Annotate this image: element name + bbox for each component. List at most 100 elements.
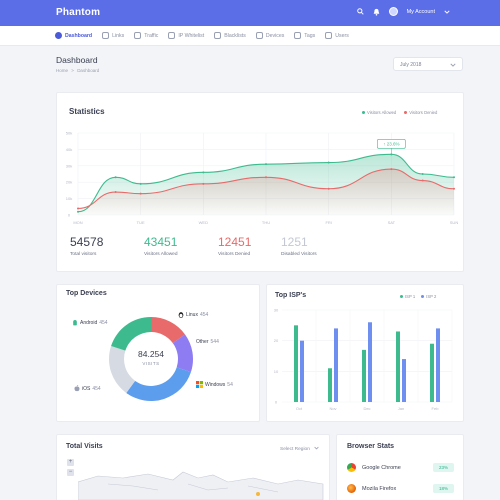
bar — [294, 325, 298, 402]
y-tick-label: 10k — [66, 196, 72, 201]
legend-denied-label: Visitors Denied — [409, 110, 438, 115]
account-menu-label[interactable]: My Account — [406, 8, 435, 15]
bar — [402, 359, 406, 402]
nav-item-label: Devices — [265, 32, 285, 39]
windows-icon — [196, 381, 203, 388]
donut-slice — [151, 317, 185, 344]
link-icon — [102, 32, 110, 39]
nav-item-users[interactable]: Users — [325, 26, 349, 46]
data-point — [265, 176, 267, 179]
map-marker[interactable] — [256, 492, 260, 496]
data-point — [139, 192, 142, 195]
data-point — [265, 163, 267, 166]
traffic-icon — [134, 32, 142, 39]
bar — [300, 340, 304, 402]
bar — [362, 349, 366, 402]
data-point — [202, 182, 205, 185]
x-tick-label: SAT — [388, 220, 396, 225]
data-point — [77, 207, 79, 210]
nav-item-traffic[interactable]: Traffic — [134, 26, 158, 46]
device-name: iOS — [82, 385, 91, 392]
top-bar: Phantom My Account — [0, 0, 500, 26]
nav-item-tags[interactable]: Tags — [294, 26, 315, 46]
avatar[interactable] — [388, 7, 398, 16]
page-title: Dashboard — [56, 55, 98, 65]
nav-item-blacklists[interactable]: Blacklists — [214, 26, 246, 46]
y-tick-label: 20 — [274, 338, 279, 343]
isp-bar-chart: 0 10 20 30 Oct Nov Dec Jan Feb — [274, 308, 453, 411]
x-tick-label: Jan — [398, 406, 404, 411]
browser-name: Google Chrome — [362, 464, 401, 471]
legend-denied: Visitors Denied — [404, 110, 437, 115]
chart-tooltip-value: ↑ 23.6% — [383, 141, 399, 146]
total-visits-title: Total Visits — [66, 443, 103, 450]
nav-item-label: IP Whitelist — [178, 32, 205, 39]
y-tick-label: 0 — [275, 400, 278, 405]
legend-allowed-label: Visitors Allowed — [367, 110, 397, 115]
bell-icon[interactable] — [373, 8, 380, 16]
region-select-label: Select Region — [280, 447, 310, 452]
device-linux: Linux 454 — [178, 311, 208, 318]
brand-logo[interactable]: Phantom — [56, 7, 101, 18]
bar — [430, 343, 434, 402]
chrome-icon — [347, 463, 356, 472]
browser-row-chrome: Google Chrome 23% — [347, 463, 454, 472]
nav-item-label: Tags — [304, 32, 316, 39]
donut-center: 84.254 VISITS — [126, 349, 176, 366]
stat-label: Visitors Denied — [218, 252, 251, 257]
device-other: Other 544 — [196, 339, 219, 345]
data-point — [421, 179, 424, 182]
x-tick-label: FRI — [325, 220, 331, 225]
donut-slice — [126, 367, 191, 401]
firefox-icon — [347, 484, 356, 493]
zoom-out-button[interactable]: − — [67, 469, 74, 476]
device-name: Android — [80, 320, 98, 326]
data-point — [114, 176, 117, 179]
bar — [396, 331, 400, 402]
chevron-down-icon[interactable] — [444, 10, 450, 14]
chevron-down-icon — [450, 63, 456, 67]
legend-dot — [404, 111, 408, 115]
nav-item-links[interactable]: Links — [102, 26, 124, 46]
legend-isp1-label: ISP 1 — [405, 294, 416, 299]
nav-item-devices[interactable]: Devices — [255, 26, 285, 46]
x-tick-label: Nov — [329, 406, 336, 411]
bar — [334, 328, 338, 402]
device-name: Linux — [186, 311, 198, 318]
y-tick-label: 40k — [66, 147, 72, 152]
nav-item-dashboard[interactable]: Dashboard — [55, 26, 92, 46]
users-icon — [325, 32, 333, 39]
nav-item-label: Dashboard — [65, 32, 93, 39]
monitor-icon — [255, 32, 263, 39]
legend-isp1: ISP 1 — [400, 294, 415, 299]
legend-isp2-label: ISP 2 — [426, 294, 437, 299]
statistics-legend: Visitors Allowed Visitors Denied — [362, 110, 437, 115]
legend-isp2: ISP 2 — [421, 294, 436, 299]
linux-icon — [178, 312, 184, 318]
nav-item-ip-whitelist[interactable]: IP Whitelist — [168, 26, 204, 46]
stat-value: 12451 — [218, 235, 252, 249]
donut-slice — [109, 346, 136, 393]
page-header: Dashboard Home > Dashboard — [56, 55, 99, 73]
date-select[interactable]: July 2018 — [393, 57, 463, 71]
nav-item-label: Blacklists — [224, 32, 246, 39]
donut-slice — [172, 334, 193, 372]
main-nav: Dashboard Links Traffic IP Whitelist Bla… — [0, 26, 500, 46]
stat-value: 1251 — [281, 235, 308, 249]
x-tick-label: SUN — [450, 220, 459, 225]
data-point — [202, 171, 205, 174]
zoom-in-button[interactable]: + — [67, 459, 74, 466]
breadcrumb-home[interactable]: Home — [56, 68, 69, 73]
devices-donut-chart — [109, 317, 193, 401]
world-map[interactable] — [78, 470, 328, 500]
data-point — [453, 187, 455, 190]
data-point — [390, 153, 393, 156]
apple-icon — [74, 385, 80, 392]
search-icon[interactable] — [356, 8, 364, 15]
legend-dot — [362, 111, 365, 115]
region-select[interactable]: Select Region — [280, 446, 319, 452]
ban-icon — [214, 32, 222, 39]
data-point — [327, 187, 330, 190]
tag-icon — [294, 32, 302, 39]
bar — [328, 368, 332, 402]
